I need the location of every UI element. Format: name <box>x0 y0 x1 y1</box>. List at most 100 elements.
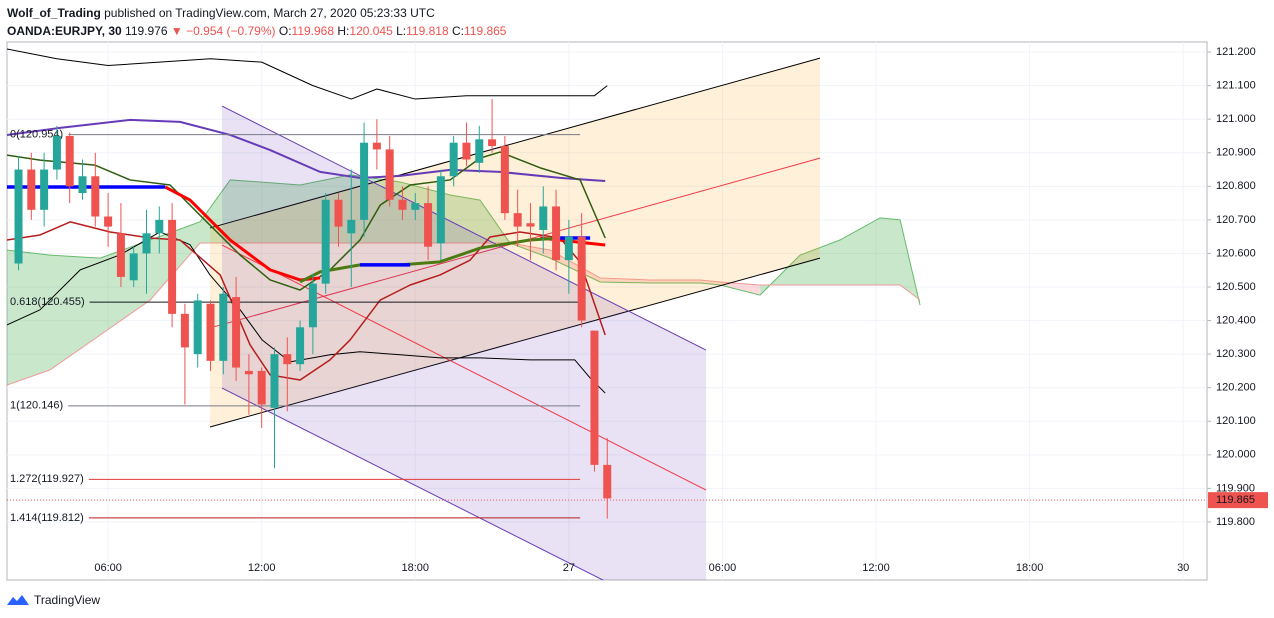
cloud-fill <box>650 279 701 283</box>
cloud-fill <box>7 250 51 386</box>
symbol: OANDA:EURJPY, 30 <box>7 24 122 38</box>
ohlc-value: 119.865 <box>463 24 507 38</box>
publish-line: Wolf_of_Trading published on TradingView… <box>7 4 506 22</box>
cloud-fill <box>600 277 651 283</box>
y-tick-label: 121.100 <box>1216 80 1256 92</box>
channel-line <box>209 257 821 428</box>
ohlc-value: 119.968 <box>291 24 335 38</box>
published: published on TradingView.com, March 27, … <box>104 6 435 20</box>
candle-body <box>116 233 125 277</box>
change-arrow: ▼ <box>170 24 183 38</box>
candle-body <box>334 199 343 227</box>
cloud-fill <box>720 281 761 296</box>
cloud-fill <box>880 217 901 285</box>
candle-body <box>347 219 356 234</box>
candle-body <box>155 219 164 234</box>
candle-body <box>424 203 433 247</box>
candle-body <box>244 370 253 375</box>
y-tick-label: 120.000 <box>1216 449 1256 461</box>
last-price-label: 119.865 <box>1216 494 1255 506</box>
candle-body <box>91 176 100 217</box>
cloud-fill <box>700 279 721 285</box>
cloud-fill <box>230 179 261 244</box>
channel-line <box>221 105 707 351</box>
candle-body <box>500 146 509 214</box>
candle-body <box>398 199 407 210</box>
ohlc-key: O: <box>278 24 292 38</box>
y-tick-label: 121.200 <box>1216 46 1256 58</box>
ohlc-key: L: <box>396 24 407 38</box>
candle-body <box>372 142 381 150</box>
last-price-box <box>1208 492 1268 509</box>
change: −0.954 (−0.79%) <box>186 24 276 38</box>
candle-body <box>193 300 202 355</box>
cloud-fill <box>260 181 301 244</box>
x-tick-label: 18:00 <box>1016 562 1044 574</box>
y-tick-label: 120.300 <box>1216 348 1256 360</box>
author: Wolf_of_Trading <box>7 6 101 20</box>
candle-body <box>449 142 458 177</box>
x-tick-label: 18:00 <box>402 562 430 574</box>
candle-body <box>590 330 599 465</box>
y-tick-label: 120.800 <box>1216 180 1256 192</box>
cloud-fill <box>550 250 601 282</box>
cloud-fill <box>450 195 481 244</box>
x-tick-label: 06:00 <box>709 562 737 574</box>
x-tick-label: 12:00 <box>248 562 276 574</box>
candle-body <box>283 354 292 365</box>
candle-body <box>436 176 445 244</box>
cloud-span <box>7 174 921 306</box>
cloud-fill <box>800 240 840 285</box>
candle-body <box>52 135 61 170</box>
candle-body <box>411 203 420 210</box>
candle-body <box>564 236 573 261</box>
y-tick-label: 120.400 <box>1216 314 1256 326</box>
candle-body <box>129 253 138 281</box>
chart: 0(120.954) 0.618(120.455) 1(120.146) 1.272(… <box>6 41 1268 581</box>
y-tick-label: 121.000 <box>1216 113 1256 125</box>
y-tick-label: 120.100 <box>1216 415 1256 427</box>
x-tick-label: 12:00 <box>862 562 890 574</box>
candle-body <box>539 206 548 230</box>
x-tick-label: 06:00 <box>94 562 122 574</box>
ohlc-key: C: <box>451 24 464 38</box>
fib-label: 1(120.146) <box>10 400 63 412</box>
y-tick-label: 120.900 <box>1216 147 1256 159</box>
candle-body <box>513 213 522 227</box>
candle-body <box>65 135 74 187</box>
header: Wolf_of_Trading published on TradingView… <box>7 4 506 40</box>
cloud-fill <box>509 243 551 259</box>
fib-label: 1.272(119.927) <box>10 473 84 485</box>
cloud-span <box>7 242 921 386</box>
x-tick-label: 30 <box>1177 562 1189 574</box>
fib-label: 0.618(120.455) <box>10 296 85 308</box>
fib-label: 1.414(119.812) <box>10 512 84 524</box>
candle-body <box>206 303 215 361</box>
channel-line <box>209 57 821 229</box>
ohlc-value: 119.818 <box>406 24 449 38</box>
x-tick-label: 27 <box>563 562 575 574</box>
cloud-fill <box>200 179 231 244</box>
candle-body <box>219 293 228 361</box>
ohlc-key: H: <box>337 24 350 38</box>
channel-fill <box>222 106 707 580</box>
cloud-fill <box>50 255 101 370</box>
candle-body <box>577 236 586 321</box>
ohlc: O:119.968 H:120.045 L:119.818 C:119.865 <box>279 24 507 38</box>
quote-line: OANDA:EURJPY, 30 119.976 ▼ −0.954 (−0.79… <box>7 22 506 40</box>
candle-body <box>257 370 266 405</box>
candle-body <box>78 176 87 194</box>
candle-body <box>360 142 369 220</box>
y-tick-label: 119.800 <box>1216 516 1255 528</box>
indicator-line <box>7 118 606 182</box>
channel-line <box>221 244 707 491</box>
candle-body <box>180 313 189 348</box>
candle-body <box>603 464 612 499</box>
candle-body <box>296 327 305 365</box>
last: 119.976 <box>125 24 168 38</box>
candle-body <box>488 139 497 147</box>
candle-body <box>270 354 279 408</box>
candle-body <box>40 169 49 210</box>
y-tick-label: 120.700 <box>1216 214 1256 226</box>
